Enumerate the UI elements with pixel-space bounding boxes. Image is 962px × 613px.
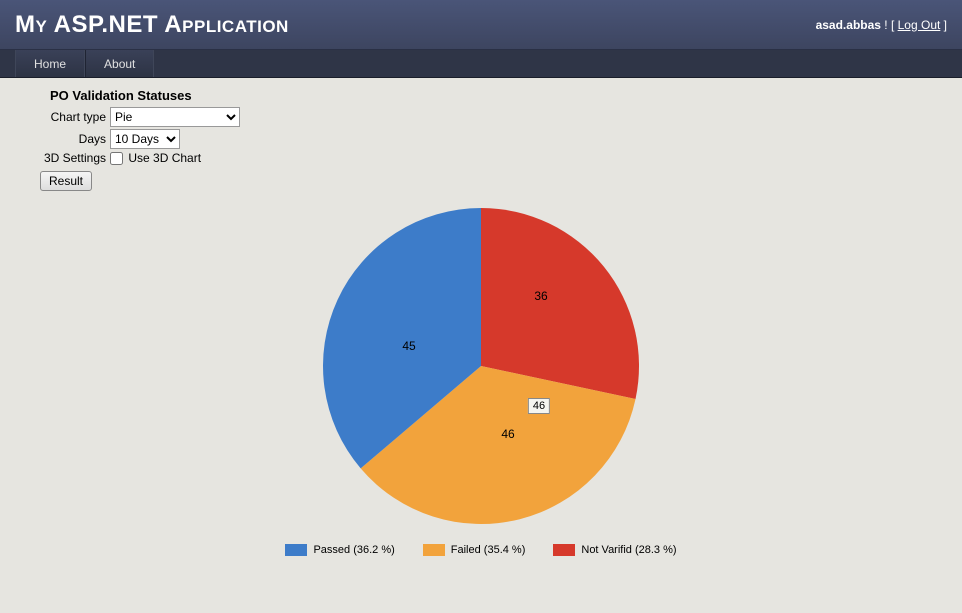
legend-label: Failed (35.4 %) <box>451 544 526 556</box>
legend-item-not-varifid[interactable]: Not Varifid (28.3 %) <box>553 544 676 556</box>
pie-svg <box>321 206 641 526</box>
legend-label: Passed (36.2 %) <box>313 544 394 556</box>
nav-item-home[interactable]: Home <box>15 50 85 77</box>
user-area: asad.abbas ! [ Log Out ] <box>816 18 947 32</box>
section-title: PO Validation Statuses <box>50 88 942 103</box>
result-button[interactable]: Result <box>40 171 92 191</box>
user-close-bracket: ] <box>940 18 947 32</box>
chart-tooltip: 46 <box>528 398 550 414</box>
chart-type-label: Chart type <box>20 110 110 124</box>
days-select[interactable]: 10 Days <box>110 129 180 149</box>
slice-label-not-varifid: 36 <box>534 289 547 303</box>
legend-item-passed[interactable]: Passed (36.2 %) <box>285 544 394 556</box>
controls-panel: Chart type Pie Days 10 Days 3D Settings … <box>20 107 942 191</box>
legend-swatch <box>285 544 307 556</box>
use3d-checkbox[interactable] <box>110 152 123 165</box>
settings-label: 3D Settings <box>20 151 110 165</box>
use3d-label: Use 3D Chart <box>128 151 201 165</box>
legend-swatch <box>553 544 575 556</box>
use3d-wrapper[interactable]: Use 3D Chart <box>110 151 201 165</box>
slice-label-passed: 46 <box>501 427 514 441</box>
logout-link[interactable]: Log Out <box>898 18 941 32</box>
pie-chart: 46 45 36 46 <box>321 206 641 526</box>
chart-type-select[interactable]: Pie <box>110 107 240 127</box>
navbar: Home About <box>0 50 962 78</box>
username-label: asad.abbas <box>816 18 881 32</box>
legend-item-failed[interactable]: Failed (35.4 %) <box>423 544 526 556</box>
content-area: PO Validation Statuses Chart type Pie Da… <box>0 78 962 566</box>
legend-swatch <box>423 544 445 556</box>
slice-label-failed: 45 <box>402 339 415 353</box>
app-header: My ASP.NET Application asad.abbas ! [ Lo… <box>0 0 962 50</box>
nav-item-about[interactable]: About <box>85 50 154 77</box>
legend-label: Not Varifid (28.3 %) <box>581 544 676 556</box>
app-title: My ASP.NET Application <box>15 11 289 39</box>
chart-legend: Passed (36.2 %) Failed (35.4 %) Not Varifi… <box>285 544 676 556</box>
user-separator: ! [ <box>881 18 898 32</box>
chart-area: 46 45 36 46 Passed (36.2 %) Failed (35.4 %)… <box>20 206 942 556</box>
pie-slice-not-varifid[interactable] <box>481 208 639 399</box>
days-label: Days <box>20 132 110 146</box>
